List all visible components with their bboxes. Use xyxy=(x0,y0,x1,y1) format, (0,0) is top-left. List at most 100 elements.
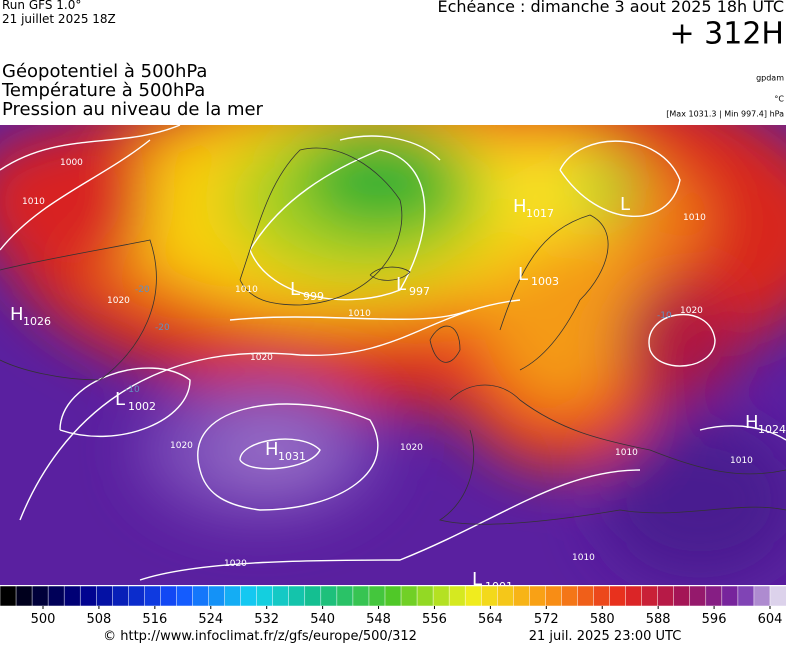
isobar-label: 1010 xyxy=(615,448,638,458)
temperature-label: -20 xyxy=(155,323,170,333)
issued: 21 juil. 2025 23:00 UTC xyxy=(529,629,682,644)
colorbar-swatch xyxy=(352,585,370,607)
colorbar-swatch xyxy=(240,585,258,607)
pressure-center: H 1031 xyxy=(265,439,306,463)
isobar-label: 1020 xyxy=(400,443,423,453)
colorbar-swatch xyxy=(144,585,162,607)
colorbar-swatch xyxy=(176,585,194,607)
center-letter: H xyxy=(10,304,24,325)
center-letter: L xyxy=(518,264,528,285)
center-value: 997 xyxy=(409,285,430,298)
isobar-label: 1020 xyxy=(107,296,130,306)
pressure-center: H 1024 xyxy=(745,412,786,436)
colorbar-swatch xyxy=(705,585,723,607)
coastlines xyxy=(0,147,786,525)
legend-line: Géopotentiel à 500hPa xyxy=(2,61,207,82)
source: © http://www.infoclimat.fr/z/gfs/europe/… xyxy=(103,629,417,644)
colorbar-swatch xyxy=(224,585,242,607)
pressure-center: H 1017 xyxy=(513,196,554,220)
colorbar-swatch xyxy=(192,585,210,607)
isobar-label: 1010 xyxy=(235,285,258,295)
center-letter: L xyxy=(290,279,300,300)
center-letter: L xyxy=(115,389,125,410)
center-letter: L xyxy=(396,274,406,295)
temperature-label: -10 xyxy=(657,311,672,321)
pressure-center: L xyxy=(620,194,630,215)
colorbar-swatch xyxy=(593,585,611,607)
colorbar-swatch xyxy=(753,585,771,607)
colorbar-swatch xyxy=(609,585,627,607)
forecast-time: Echéance : dimanche 3 aout 2025 18h UTC xyxy=(437,0,784,16)
colorbar-swatch xyxy=(561,585,579,607)
colorbar-swatch xyxy=(448,585,466,607)
colorbar-label: 588 xyxy=(646,612,671,627)
run-label: Run GFS 1.0° xyxy=(2,0,81,12)
temperature-label: -20 xyxy=(135,285,150,295)
colorbar-swatch xyxy=(384,585,402,607)
colorbar-swatch xyxy=(577,585,595,607)
isobar-label: 1010 xyxy=(683,213,706,223)
colorbar-swatch xyxy=(497,585,515,607)
colorbar-swatch xyxy=(128,585,146,607)
center-value: 1003 xyxy=(531,275,559,288)
center-value: 999 xyxy=(303,290,324,303)
colorbar-swatch xyxy=(737,585,755,607)
colorbar-swatch xyxy=(689,585,707,607)
colorbar-swatch xyxy=(272,585,290,607)
unit: gpdam xyxy=(756,74,784,83)
isobar-label: 1010 xyxy=(730,456,753,466)
colorbar-swatch xyxy=(416,585,434,607)
colorbar-label: 604 xyxy=(758,612,783,627)
temperature-label: -10 xyxy=(125,385,140,395)
colorbar-swatch xyxy=(208,585,226,607)
legend-line: Température à 500hPa xyxy=(1,80,205,101)
colorbar-swatch xyxy=(304,585,322,607)
isobar-label: 1010 xyxy=(22,197,45,207)
colorbar-swatch xyxy=(288,585,306,607)
pressure-range: [Max 1031.3 | Min 997.4] hPa xyxy=(666,110,784,119)
colorbar-swatch xyxy=(79,585,97,607)
colorbar-swatch xyxy=(336,585,354,607)
colorbar-swatch xyxy=(0,585,17,607)
colorbar-label: 524 xyxy=(198,612,223,627)
isobar-label: 1020 xyxy=(250,353,273,363)
colorbar-label: 596 xyxy=(702,612,727,627)
pressure-center: L 1003 xyxy=(518,264,559,288)
colorbar-label: 564 xyxy=(478,612,503,627)
center-letter: H xyxy=(265,439,279,460)
colorbar-label: 572 xyxy=(534,612,559,627)
pressure-center: L 999 xyxy=(290,279,324,303)
colorbar-swatch xyxy=(529,585,547,607)
isobar-label: 1010 xyxy=(572,553,595,563)
colorbar-swatch xyxy=(31,585,49,607)
unit: °C xyxy=(774,95,784,104)
center-value: 1024 xyxy=(758,423,786,436)
center-value: 1031 xyxy=(278,450,306,463)
center-value: 1026 xyxy=(23,315,51,328)
colorbar-swatch xyxy=(480,585,499,607)
center-letter: H xyxy=(513,196,527,217)
run-date: 21 juillet 2025 18Z xyxy=(2,12,116,26)
colorbar-swatch xyxy=(256,585,274,607)
center-value: 1002 xyxy=(128,400,156,413)
colorbar-label: 548 xyxy=(366,612,391,627)
colorbar-swatch xyxy=(673,585,691,607)
pressure-center: L 1002 xyxy=(115,389,156,413)
colorbar-label: 580 xyxy=(590,612,615,627)
colorbar-swatch xyxy=(112,585,130,607)
colorbar-swatch xyxy=(464,585,482,607)
colorbar-swatch xyxy=(432,585,450,607)
isobars xyxy=(0,125,786,581)
center-value: 1017 xyxy=(526,207,554,220)
colorbar-label: 516 xyxy=(142,612,167,627)
center-letter: L xyxy=(472,569,482,590)
legend-line: Pression au niveau de la mer xyxy=(2,99,264,120)
colorbar-swatch xyxy=(721,585,739,607)
isobar-label: 1000 xyxy=(60,158,83,168)
map xyxy=(0,125,786,585)
colorbar-swatch xyxy=(368,585,386,607)
center-letter: H xyxy=(745,412,759,433)
isobar-label: 1020 xyxy=(680,306,703,316)
colorbar-label: 500 xyxy=(31,612,56,627)
